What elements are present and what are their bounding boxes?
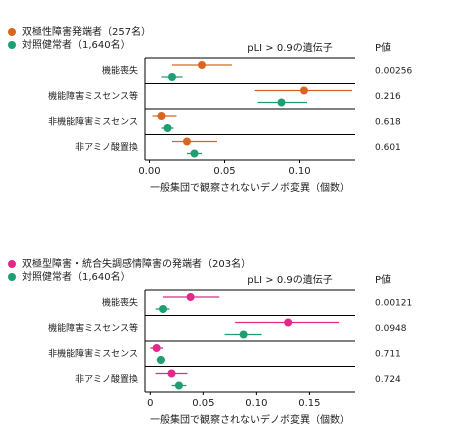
x-tick-label: 0.05	[213, 166, 235, 177]
legend-label: 双極性障害発端者（257名）	[22, 25, 151, 38]
category-label: 非アミノ酸置換	[75, 373, 138, 385]
legend-marker	[8, 260, 16, 268]
p-value: 0.711	[375, 349, 401, 359]
point	[167, 369, 176, 378]
p-value: 0.724	[375, 375, 401, 385]
p-value: 0.216	[375, 92, 401, 102]
point	[168, 73, 176, 81]
point	[157, 112, 166, 120]
x-tick-label: 0.15	[298, 398, 320, 409]
p-header: P値	[375, 41, 391, 54]
x-tick-label: 0.05	[192, 398, 214, 409]
point	[239, 330, 248, 339]
category-label: 非アミノ酸置換	[75, 141, 138, 153]
point	[156, 356, 165, 364]
point	[159, 305, 168, 313]
point	[186, 293, 195, 301]
x-tick-label: 0.10	[288, 166, 310, 177]
point	[284, 318, 293, 327]
category-label: 非機能障害ミスセンス	[48, 347, 138, 359]
legend-label: 双極型障害・統合失調感情障害の発端者（203名）	[22, 257, 251, 270]
x-tick-label: 0	[147, 398, 153, 409]
legend-marker	[8, 273, 16, 281]
x-axis-label: 一般集団で観察されないデノボ変異（個数）	[150, 181, 350, 194]
panel-title: pLI > 0.9の遺伝子	[247, 273, 333, 286]
point	[152, 344, 161, 352]
p-value: 0.00121	[375, 298, 412, 308]
legend-marker	[8, 28, 16, 36]
point	[300, 86, 308, 95]
point	[183, 137, 191, 146]
p-value: 0.0948	[375, 324, 407, 334]
x-tick-label: 0.10	[245, 398, 267, 409]
category-label: 機能喪失	[102, 296, 138, 308]
x-tick-label: 0.00	[138, 166, 160, 177]
p-value: 0.618	[375, 117, 401, 127]
category-label: 機能障害ミスセンス等	[48, 90, 138, 102]
x-axis-label: 一般集団で観察されないデノボ変異（個数）	[150, 413, 350, 426]
category-label: 非機能障害ミスセンス	[48, 115, 138, 127]
legend-label: 対照健常者（1,640名）	[22, 38, 131, 51]
p-header: P値	[375, 273, 391, 286]
legend-label: 対照健常者（1,640名）	[22, 270, 131, 283]
panel-title: pLI > 0.9の遺伝子	[247, 41, 333, 54]
p-value: 0.601	[375, 143, 401, 153]
legend-marker	[8, 41, 16, 49]
category-label: 機能喪失	[102, 64, 138, 76]
p-value: 0.00256	[375, 66, 412, 76]
point	[163, 124, 172, 132]
point	[174, 381, 183, 390]
point	[198, 61, 206, 69]
point	[277, 98, 286, 107]
category-label: 機能障害ミスセンス等	[48, 322, 138, 334]
point	[190, 149, 199, 158]
